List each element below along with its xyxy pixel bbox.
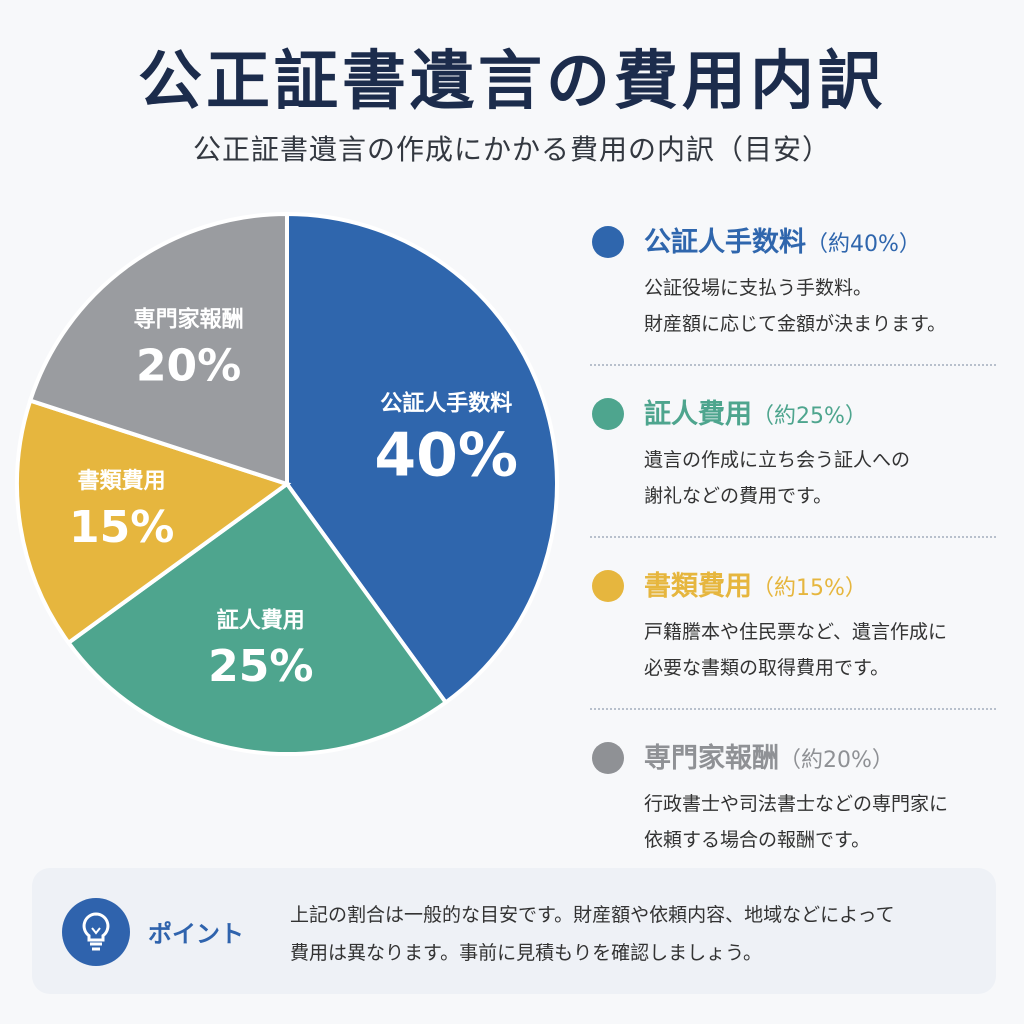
legend-desc-line: 戸籍謄本や住民票など、遺言作成に xyxy=(644,621,948,643)
pie-slice-label: 証人費用 xyxy=(217,607,305,633)
pie-slice-value: 40% xyxy=(374,420,518,490)
lightbulb-icon xyxy=(62,898,130,966)
legend-item-notary-fee: 公証人手数料（約40%） 公証役場に支払う手数料。財産額に応じて金額が決まります… xyxy=(590,212,1000,384)
legend-desc-line: 依頼する場合の報酬です。 xyxy=(644,829,871,851)
legend-item-professional-fee: 専門家報酬（約20%） 行政書士や司法書士などの専門家に 依頼する場合の報酬です。 xyxy=(590,728,1000,900)
pie-slice xyxy=(65,481,449,756)
legend-divider xyxy=(590,364,996,366)
legend: 公証人手数料（約40%） 公証役場に支払う手数料。財産額に応じて金額が決まります… xyxy=(590,212,1000,900)
legend-name: 公証人手数料 xyxy=(644,227,806,258)
legend-desc-line: 謝礼などの費用です。 xyxy=(644,485,833,507)
legend-desc-line: 行政書士や司法書士などの専門家に xyxy=(644,793,949,815)
pie-slice-value: 20% xyxy=(136,340,241,391)
point-box: ポイント 上記の割合は一般的な目安です。財産額や依頼内容、地域などによって 費用… xyxy=(32,868,996,994)
legend-description: 公証役場に支払う手数料。財産額に応じて金額が決まります。 xyxy=(644,270,946,342)
legend-desc-line: 財産額に応じて金額が決まります。 xyxy=(644,313,947,335)
legend-divider xyxy=(590,708,996,710)
legend-desc-line: 必要な書類の取得費用です。 xyxy=(644,657,890,679)
legend-heading: 書類費用（約15%） xyxy=(644,564,867,603)
pie-slice xyxy=(27,211,289,487)
legend-name: 専門家報酬 xyxy=(644,743,779,774)
pie-slice-label: 書類費用 xyxy=(78,468,166,494)
page-title: 公正証書遺言の費用内訳 xyxy=(138,45,886,119)
legend-heading: 証人費用（約25%） xyxy=(644,392,867,431)
legend-percent: （約20%） xyxy=(779,748,894,773)
point-text-line: 上記の割合は一般的な目安です。財産額や依頼内容、地域などによって xyxy=(290,904,895,926)
page-subtitle: 公正証書遺言の作成にかかる費用の内訳（目安） xyxy=(192,133,831,166)
legend-item-document-fee: 書類費用（約15%） 戸籍謄本や住民票など、遺言作成に 必要な書類の取得費用です。 xyxy=(590,556,1000,728)
point-text-line: 費用は異なります。事前に見積もりを確認しましょう。 xyxy=(290,942,762,964)
legend-item-witness-fee: 証人費用（約25%） 遺言の作成に立ち会う証人への 謝礼などの費用です。 xyxy=(590,384,1000,556)
legend-divider xyxy=(590,536,996,538)
pie-slice-label: 専門家報酬 xyxy=(134,307,244,333)
legend-description: 行政書士や司法書士などの専門家に 依頼する場合の報酬です。 xyxy=(644,786,948,858)
pie-slice xyxy=(15,398,292,646)
legend-name: 書類費用 xyxy=(644,571,752,602)
legend-percent: （約25%） xyxy=(752,404,867,429)
legend-heading: 公証人手数料（約40%） xyxy=(644,220,921,259)
point-text: 上記の割合は一般的な目安です。財産額や依頼内容、地域などによって 費用は異なりま… xyxy=(290,896,990,972)
legend-dot xyxy=(592,570,624,602)
pie-slice-value: 15% xyxy=(69,502,174,553)
legend-heading: 専門家報酬（約20%） xyxy=(644,736,894,775)
pie-slice-value: 25% xyxy=(208,641,313,692)
legend-desc-line: 公証役場に支払う手数料。 xyxy=(644,277,873,299)
point-label: ポイント xyxy=(148,920,244,948)
legend-description: 遺言の作成に立ち会う証人への 謝礼などの費用です。 xyxy=(644,442,910,514)
pie-slice-label: 公証人手数料 xyxy=(380,390,512,416)
legend-desc-line: 遺言の作成に立ち会う証人への xyxy=(644,449,911,471)
legend-percent: （約40%） xyxy=(806,232,921,257)
legend-description: 戸籍謄本や住民票など、遺言作成に 必要な書類の取得費用です。 xyxy=(644,614,947,686)
legend-percent: （約15%） xyxy=(752,576,867,601)
legend-dot xyxy=(592,398,624,430)
legend-dot xyxy=(592,226,624,258)
legend-name: 証人費用 xyxy=(644,399,752,430)
pie-chart: 公証人手数料 40% 証人費用 25% 書類費用 15% 専門家報酬 20% xyxy=(15,211,559,756)
legend-dot xyxy=(592,742,624,774)
pie-slice xyxy=(285,211,559,706)
